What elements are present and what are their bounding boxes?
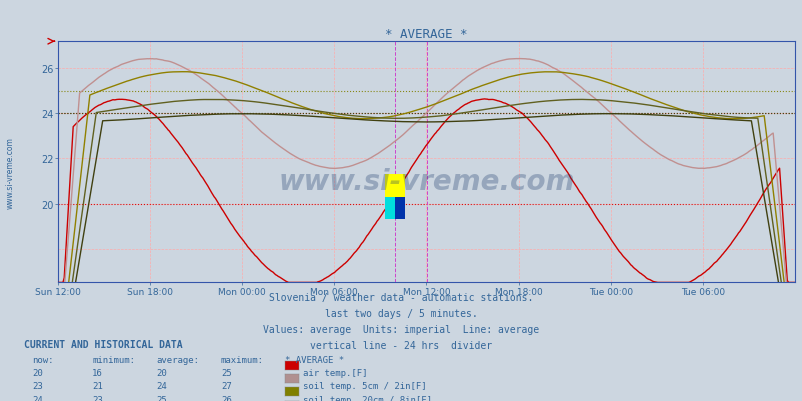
- Text: 26: 26: [221, 395, 231, 401]
- Text: 16: 16: [92, 368, 103, 377]
- Text: CURRENT AND HISTORICAL DATA: CURRENT AND HISTORICAL DATA: [24, 339, 183, 349]
- Text: now:: now:: [32, 355, 54, 364]
- Text: 24: 24: [32, 395, 43, 401]
- Text: 25: 25: [156, 395, 167, 401]
- Text: average:: average:: [156, 355, 200, 364]
- Text: 20: 20: [156, 368, 167, 377]
- Text: maximum:: maximum:: [221, 355, 264, 364]
- Text: soil temp. 20cm / 8in[F]: soil temp. 20cm / 8in[F]: [302, 395, 431, 401]
- Text: 24: 24: [156, 381, 167, 390]
- Text: 21: 21: [92, 381, 103, 390]
- Bar: [385, 197, 395, 220]
- Bar: [385, 175, 404, 197]
- Text: air temp.[F]: air temp.[F]: [302, 368, 367, 377]
- Title: * AVERAGE *: * AVERAGE *: [385, 28, 467, 41]
- Text: * AVERAGE *: * AVERAGE *: [285, 355, 344, 364]
- Text: www.si-vreme.com: www.si-vreme.com: [6, 137, 14, 208]
- Text: 23: 23: [32, 381, 43, 390]
- Text: minimum:: minimum:: [92, 355, 136, 364]
- Text: soil temp. 5cm / 2in[F]: soil temp. 5cm / 2in[F]: [302, 381, 426, 390]
- Text: 23: 23: [92, 395, 103, 401]
- Text: vertical line - 24 hrs  divider: vertical line - 24 hrs divider: [310, 340, 492, 350]
- Text: Slovenia / weather data - automatic stations.: Slovenia / weather data - automatic stat…: [269, 292, 533, 302]
- Text: 27: 27: [221, 381, 231, 390]
- Text: 25: 25: [221, 368, 231, 377]
- Text: Values: average  Units: imperial  Line: average: Values: average Units: imperial Line: av…: [263, 324, 539, 334]
- Text: last two days / 5 minutes.: last two days / 5 minutes.: [325, 308, 477, 318]
- Bar: [395, 197, 404, 220]
- Text: 20: 20: [32, 368, 43, 377]
- Text: www.si-vreme.com: www.si-vreme.com: [277, 168, 574, 196]
